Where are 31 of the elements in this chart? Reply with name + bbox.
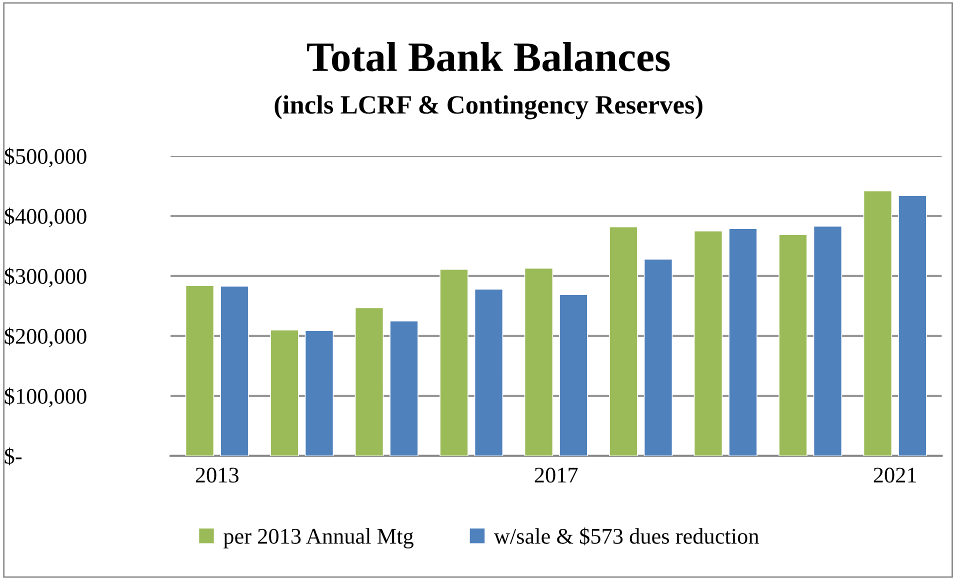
legend-label: per 2013 Annual Mtg bbox=[224, 528, 414, 548]
y-tick-label: $100,000 bbox=[4, 388, 86, 408]
y-tick-label: $- bbox=[4, 448, 22, 466]
bar bbox=[609, 226, 638, 456]
bar bbox=[644, 258, 673, 456]
bar bbox=[354, 307, 384, 456]
y-tick-label: $200,000 bbox=[4, 328, 86, 348]
x-tick-label: 2013 bbox=[196, 468, 238, 483]
bar bbox=[898, 195, 927, 456]
bar bbox=[270, 330, 299, 456]
bar bbox=[778, 234, 808, 456]
bar bbox=[185, 285, 214, 456]
chart-subtitle: (incls LCRF & Contingency Reserves) bbox=[274, 95, 702, 120]
bar bbox=[524, 268, 554, 456]
bar bbox=[390, 320, 418, 456]
bar bbox=[220, 286, 249, 456]
bar bbox=[813, 226, 842, 456]
bar bbox=[559, 294, 588, 456]
bar bbox=[440, 268, 468, 456]
bar bbox=[728, 228, 758, 456]
legend-label: w/sale & $573 dues reduction bbox=[494, 528, 759, 546]
chart-title: Total Bank Balances bbox=[307, 42, 670, 72]
bar bbox=[304, 330, 334, 456]
bar bbox=[474, 288, 504, 456]
y-tick-label: $400,000 bbox=[4, 208, 86, 228]
x-tick-label: 2017 bbox=[534, 468, 578, 483]
x-tick-label: 2021 bbox=[874, 468, 916, 483]
bar bbox=[694, 230, 723, 456]
y-tick-label: $500,000 bbox=[4, 148, 86, 168]
bar bbox=[863, 190, 892, 456]
y-tick-label: $300,000 bbox=[4, 268, 86, 288]
